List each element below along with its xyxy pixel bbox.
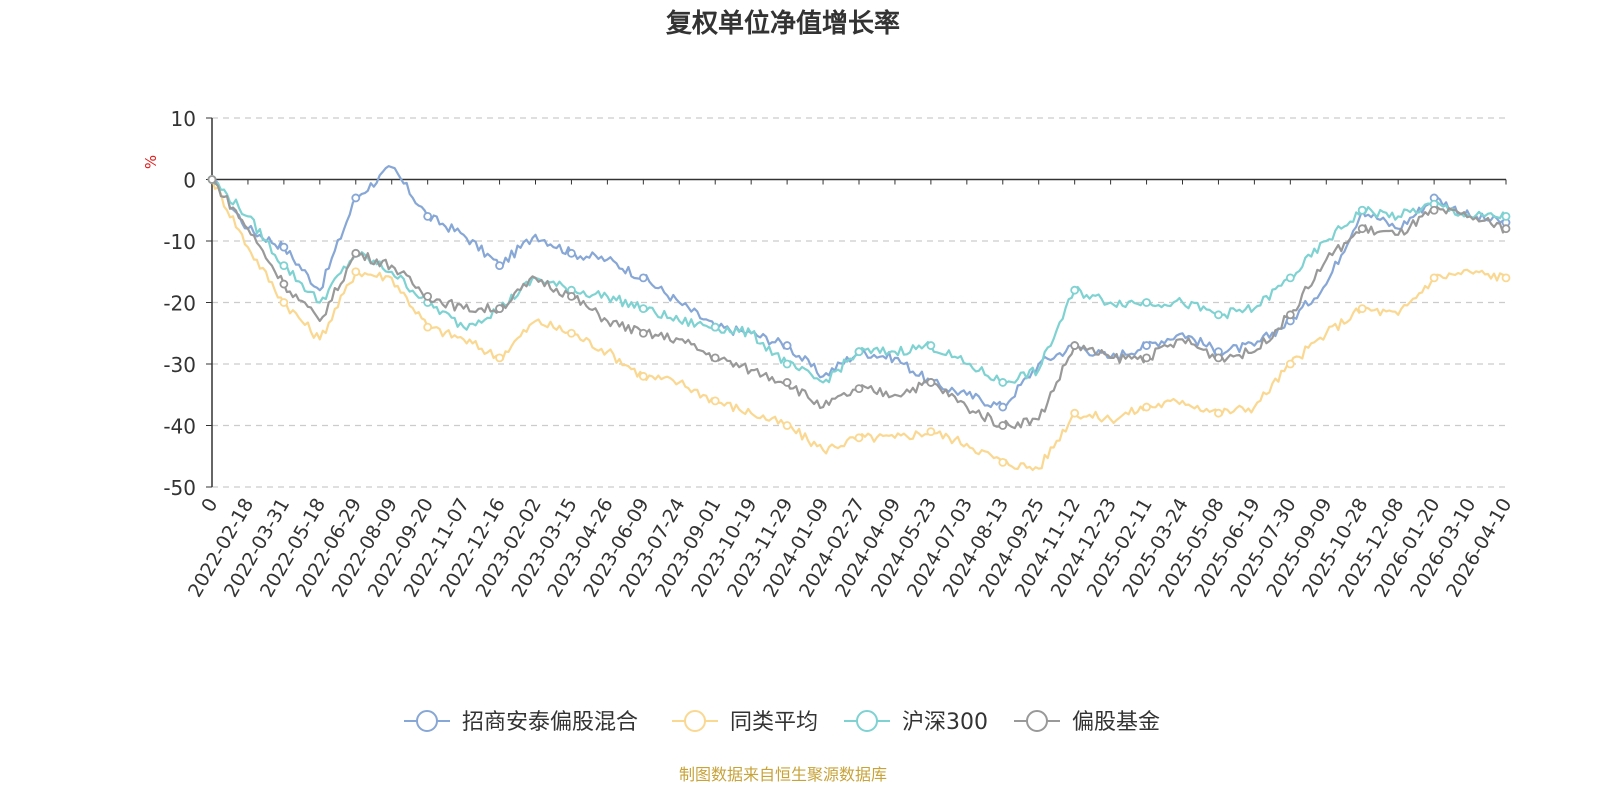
axes: 100-10-20-30-40-5002022-02-182022-03-312… — [163, 107, 1516, 601]
series-point — [495, 261, 504, 271]
y-tick-label: -50 — [163, 476, 196, 500]
legend-item[interactable]: 同类平均 — [672, 710, 818, 735]
series-point — [926, 427, 936, 437]
series-point — [1429, 205, 1439, 215]
legend-label: 沪深300 — [902, 710, 988, 735]
series-point — [638, 328, 648, 338]
series-point — [567, 291, 576, 301]
legend-label: 偏股基金 — [1072, 710, 1160, 735]
series-point — [782, 359, 792, 369]
series-point — [423, 322, 433, 332]
series-point — [423, 291, 433, 301]
series-point — [1142, 298, 1151, 307]
series-point — [782, 421, 792, 430]
series-point — [1285, 359, 1295, 369]
series-point — [207, 175, 217, 184]
series-point — [998, 457, 1008, 467]
series-point — [351, 267, 361, 277]
series-point — [351, 248, 361, 258]
legend-item[interactable]: 沪深300 — [844, 710, 988, 735]
series-point — [495, 353, 504, 363]
data-source-note: 制图数据来自恒生聚源数据库 — [679, 765, 887, 784]
series-lines — [207, 165, 1511, 472]
series-point — [710, 396, 720, 406]
y-tick-label: -30 — [163, 353, 196, 377]
series-point — [926, 378, 936, 387]
series-point — [1285, 310, 1295, 320]
y-tick-label: -20 — [163, 292, 196, 316]
series-point — [1357, 224, 1367, 234]
series-point — [998, 378, 1008, 387]
legend[interactable]: 招商安泰偏股混合 同类平均 沪深300 偏股基金 — [404, 710, 1160, 735]
y-tick-label: -40 — [163, 415, 196, 439]
series-point — [1357, 205, 1367, 215]
series-point — [854, 433, 864, 443]
legend-marker — [856, 710, 878, 732]
series-point — [567, 328, 576, 338]
series-point — [1501, 273, 1511, 283]
series-point — [782, 341, 792, 350]
series-point — [423, 211, 433, 221]
series-point — [351, 193, 361, 203]
series-point — [926, 341, 936, 350]
series-point — [638, 371, 648, 381]
series-point — [638, 273, 648, 283]
series-point — [1429, 273, 1439, 283]
series-point — [279, 279, 289, 289]
series-point — [1214, 353, 1223, 363]
series-point — [1357, 304, 1367, 314]
legend-item[interactable]: 招商安泰偏股混合 — [404, 710, 638, 735]
series-point — [1070, 341, 1080, 350]
series-point — [998, 421, 1008, 430]
series-point — [1142, 402, 1151, 412]
series-point — [1285, 273, 1295, 283]
legend-label: 同类平均 — [730, 710, 818, 735]
series-point — [710, 322, 720, 332]
series-point — [279, 298, 289, 307]
series-point — [1214, 310, 1223, 320]
series-point — [495, 304, 504, 314]
series-point — [1142, 341, 1151, 350]
legend-marker — [416, 710, 438, 732]
y-tick-label: -10 — [163, 230, 196, 254]
series-point — [1142, 353, 1151, 363]
series-point — [1214, 408, 1223, 418]
series-point — [1501, 224, 1511, 234]
series-point — [854, 347, 864, 357]
series-point — [279, 261, 289, 271]
y-tick-label: 10 — [171, 107, 196, 131]
series-point — [710, 353, 720, 363]
chart-title: 复权单位净值增长率 — [666, 8, 900, 39]
y-tick-label: 0 — [183, 169, 196, 193]
legend-item[interactable]: 偏股基金 — [1014, 710, 1160, 735]
series-point — [1070, 408, 1080, 418]
y-axis-unit-label: % — [142, 155, 160, 169]
series-point — [854, 384, 864, 394]
series-point — [1070, 285, 1080, 295]
series-point — [279, 242, 289, 252]
legend-marker — [1026, 710, 1048, 732]
series-point — [1501, 211, 1511, 221]
series-point — [782, 378, 792, 387]
series-point — [567, 248, 576, 258]
series-point — [998, 402, 1008, 412]
legend-marker — [684, 710, 706, 732]
x-tick-label: 0 — [197, 495, 222, 516]
legend-label: 招商安泰偏股混合 — [462, 710, 638, 735]
series-point — [638, 304, 648, 314]
series-line — [210, 179, 1507, 472]
